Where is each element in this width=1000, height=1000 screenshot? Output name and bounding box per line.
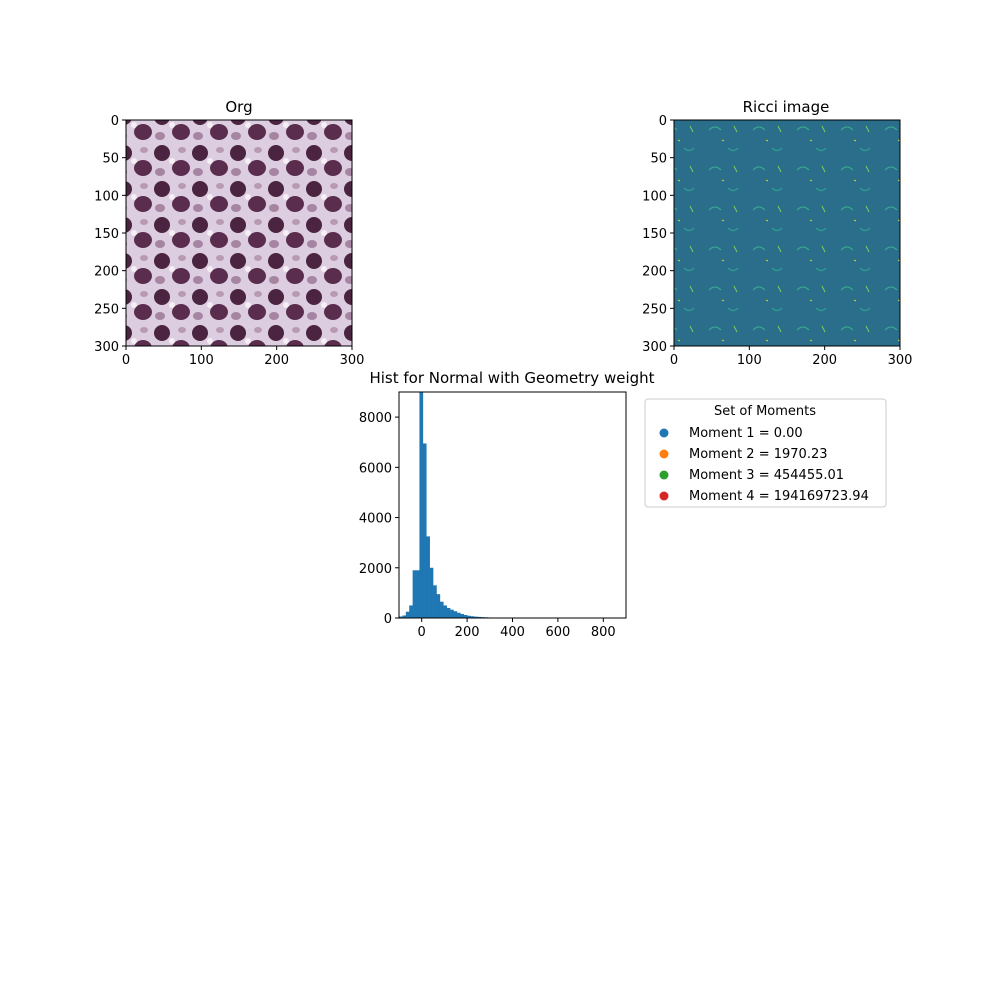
hist-x-tick-label: 0	[418, 625, 426, 640]
hist-bar	[429, 567, 434, 618]
hist-bar	[446, 607, 451, 618]
hist-y-tick-label: 4000	[359, 512, 392, 527]
org-image	[126, 120, 352, 346]
ricci-image	[674, 120, 900, 346]
hist-bar	[422, 443, 427, 618]
ricci-y-tick-label: 50	[650, 152, 667, 167]
org-y-tick-label: 150	[94, 227, 119, 242]
hist-x-tick-label: 600	[545, 625, 570, 640]
hist-title: Hist for Normal with Geometry weight	[369, 369, 654, 387]
hist-x-ticks: 0 200 400 600 800	[418, 618, 616, 640]
hist-bar	[460, 613, 464, 618]
legend-box	[644, 398, 887, 508]
org-y-tick-label: 250	[94, 302, 119, 317]
hist-bar	[477, 616, 482, 618]
legend-entries: Moment 1 = 0.00 Moment 2 = 1970.23 Moment …	[659, 426, 869, 504]
org-x-tick-label: 0	[122, 353, 130, 368]
legend-title: Set of Moments	[714, 404, 816, 419]
org-x-tick-label: 200	[264, 353, 289, 368]
hist-bar	[450, 609, 454, 618]
legend-marker	[659, 428, 669, 438]
hist-bar	[426, 536, 430, 618]
org-y-tick-label: 100	[94, 189, 119, 204]
hist-bar	[409, 605, 413, 618]
org-title: Org	[225, 98, 252, 116]
ricci-x-tick-label: 200	[812, 353, 837, 368]
ricci-x-tick-label: 300	[888, 353, 913, 368]
org-x-tick-label: 100	[189, 353, 214, 368]
hist-bar	[473, 616, 478, 618]
legend-marker	[659, 449, 669, 459]
org-y-tick-label: 300	[94, 340, 119, 355]
ricci-panel: Ricci image 0 100 200 300 0 50 100 150 200 250 30…	[642, 98, 912, 368]
hist-y-tick-label: 8000	[359, 411, 392, 426]
legend-label: Moment 2 = 1970.23	[689, 447, 828, 462]
hist-y-tick-label: 0	[384, 612, 392, 627]
ricci-y-tick-label: 250	[642, 302, 667, 317]
legend-marker	[659, 491, 669, 501]
hist-bar	[412, 570, 417, 618]
hist-bar	[463, 614, 468, 618]
hist-y-ticks: 0 2000 4000 6000 8000	[359, 411, 399, 627]
org-panel: Org 0 100 200 300 0 50 100 150 200 250 300	[94, 98, 364, 368]
hist-x-tick-label: 800	[591, 625, 616, 640]
ricci-title: Ricci image	[743, 98, 830, 116]
hist-bar	[467, 615, 471, 618]
ricci-y-tick-label: 0	[659, 114, 667, 129]
hist-bar	[416, 570, 420, 618]
ricci-y-ticks: 0 50 100 150 200 250 300	[642, 114, 674, 355]
hist-bars	[399, 392, 539, 618]
hist-y-tick-label: 6000	[359, 461, 392, 476]
org-y-tick-label: 50	[102, 152, 119, 167]
hist-panel: Hist for Normal with Geometry weight 0 20…	[359, 369, 655, 640]
hist-bar	[419, 392, 424, 618]
org-y-ticks: 0 50 100 150 200 250 300	[94, 114, 126, 355]
org-x-tick-label: 300	[340, 353, 365, 368]
org-y-tick-label: 200	[94, 265, 119, 280]
moments-legend: Set of Moments Moment 1 = 0.00 Moment 2 =…	[644, 398, 887, 508]
ricci-y-tick-label: 300	[642, 340, 667, 355]
hist-bar	[456, 612, 461, 618]
org-x-ticks: 0 100 200 300	[122, 346, 365, 368]
hist-bar	[453, 611, 458, 618]
hist-bar	[439, 601, 444, 618]
ricci-x-tick-label: 0	[670, 353, 678, 368]
hist-x-tick-label: 200	[455, 625, 480, 640]
hist-bar	[402, 615, 407, 618]
hist-bar	[433, 585, 437, 618]
legend-label: Moment 4 = 194169723.94	[689, 489, 869, 504]
hist-bar	[399, 616, 403, 618]
ricci-y-tick-label: 100	[642, 189, 667, 204]
org-y-tick-label: 0	[111, 114, 119, 129]
hist-bar	[470, 616, 475, 618]
ricci-y-tick-label: 200	[642, 265, 667, 280]
legend-marker	[659, 470, 669, 480]
hist-bar	[436, 594, 441, 618]
hist-y-tick-label: 2000	[359, 562, 392, 577]
hist-x-tick-label: 400	[500, 625, 525, 640]
ricci-y-tick-label: 150	[642, 227, 667, 242]
ricci-x-tick-label: 100	[737, 353, 762, 368]
legend-label: Moment 1 = 0.00	[689, 426, 803, 441]
legend-label: Moment 3 = 454455.01	[689, 468, 844, 483]
hist-bar	[443, 605, 447, 618]
ricci-x-ticks: 0 100 200 300	[670, 346, 913, 368]
hist-bar	[405, 611, 410, 618]
